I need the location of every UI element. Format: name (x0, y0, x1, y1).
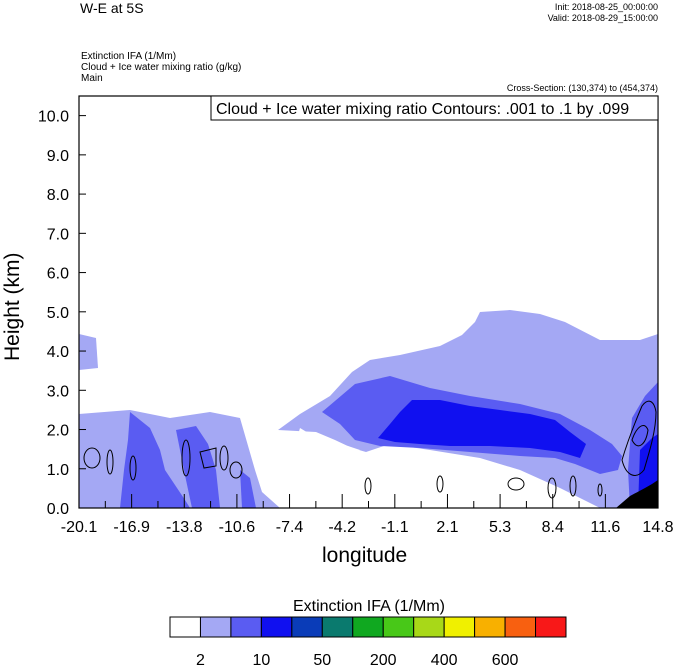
field-2: Cloud + Ice water mixing ratio (g/kg) (81, 62, 242, 73)
colorbar-swatch (535, 616, 567, 638)
colorbar-swatch (413, 616, 445, 638)
colorbar-label: 600 (492, 652, 519, 667)
y-tick-label: 6.0 (47, 266, 69, 283)
y-tick-label: 10.0 (38, 109, 69, 126)
field-1: Extinction IFA (1/Mm) (81, 51, 177, 62)
field-3: Main (81, 73, 103, 84)
colorbar-swatch (260, 616, 293, 638)
colorbar-swatch (230, 616, 262, 638)
colorbar-label: 2 (196, 652, 205, 667)
x-tick-label: 2.1 (436, 519, 458, 536)
colorbar-label: 400 (431, 652, 458, 667)
x-tick-label: 11.6 (590, 519, 620, 536)
colorbar-swatch (504, 616, 537, 638)
colorbar-label: 50 (313, 652, 331, 667)
colorbar-swatch (321, 616, 354, 638)
y-tick-label: 4.0 (47, 344, 69, 361)
colorbar-swatch (169, 616, 201, 638)
colorbar-title: Extinction IFA (1/Mm) (293, 598, 445, 615)
colorbar-labels: 2 10 50 200 400 600 (196, 652, 519, 667)
contour-label: Cloud + Ice water mixing ratio Contours:… (216, 101, 629, 118)
cross-section-label: Cross-Section: (130,374) to (454,374) (506, 83, 658, 93)
colorbar-label: 10 (252, 652, 270, 667)
colorbar-swatch (443, 616, 476, 638)
contour-label-box: Cloud + Ice water mixing ratio Contours:… (210, 95, 659, 121)
x-tick-label: 8.4 (542, 519, 564, 536)
colorbar-label: 200 (370, 652, 397, 667)
colorbar-swatch (199, 616, 232, 638)
valid-time: Valid: 2018-08-29_15:00:00 (547, 13, 658, 23)
x-tick-label: -10.6 (219, 519, 256, 536)
plot-title: W-E at 5S (80, 0, 144, 16)
x-tick-label: 14.8 (642, 519, 673, 536)
x-tick-label: -1.1 (381, 519, 409, 536)
x-tick-label: -20.1 (61, 519, 98, 536)
y-axis: 0.0 1.0 2.0 3.0 4.0 5.0 6.0 7.0 8.0 9.0 10.0 (38, 109, 86, 518)
colorbar-swatch (291, 616, 323, 638)
shaded-field (79, 310, 658, 508)
y-tick-label: 1.0 (47, 462, 69, 479)
y-tick-label: 5.0 (47, 305, 69, 322)
contours (83, 400, 657, 499)
y-tick-label: 2.0 (47, 423, 69, 440)
x-tick-label: -4.2 (328, 519, 356, 536)
colorbar-swatch (352, 616, 384, 638)
y-tick-label: 0.0 (47, 501, 69, 518)
x-tick-label: -13.8 (166, 519, 203, 536)
y-tick-label: 7.0 (47, 226, 69, 243)
y-tick-label: 8.0 (47, 187, 69, 204)
colorbar-swatch (474, 616, 506, 638)
colorbar (169, 616, 567, 638)
colorbar-swatch (382, 616, 415, 638)
y-tick-label: 3.0 (47, 383, 69, 400)
x-axis-label: longitude (322, 544, 408, 567)
init-time: Init: 2018-08-25_00:00:00 (554, 2, 658, 12)
x-axis: -20.1 -16.9 -13.8 -10.6 -7.4 -4.2 -1.1 2.1 5.3 8.… (61, 494, 674, 536)
y-tick-label: 9.0 (47, 148, 69, 165)
x-tick-label: -7.4 (276, 519, 304, 536)
x-tick-label: 5.3 (489, 519, 511, 536)
x-tick-label: -16.9 (113, 519, 150, 536)
